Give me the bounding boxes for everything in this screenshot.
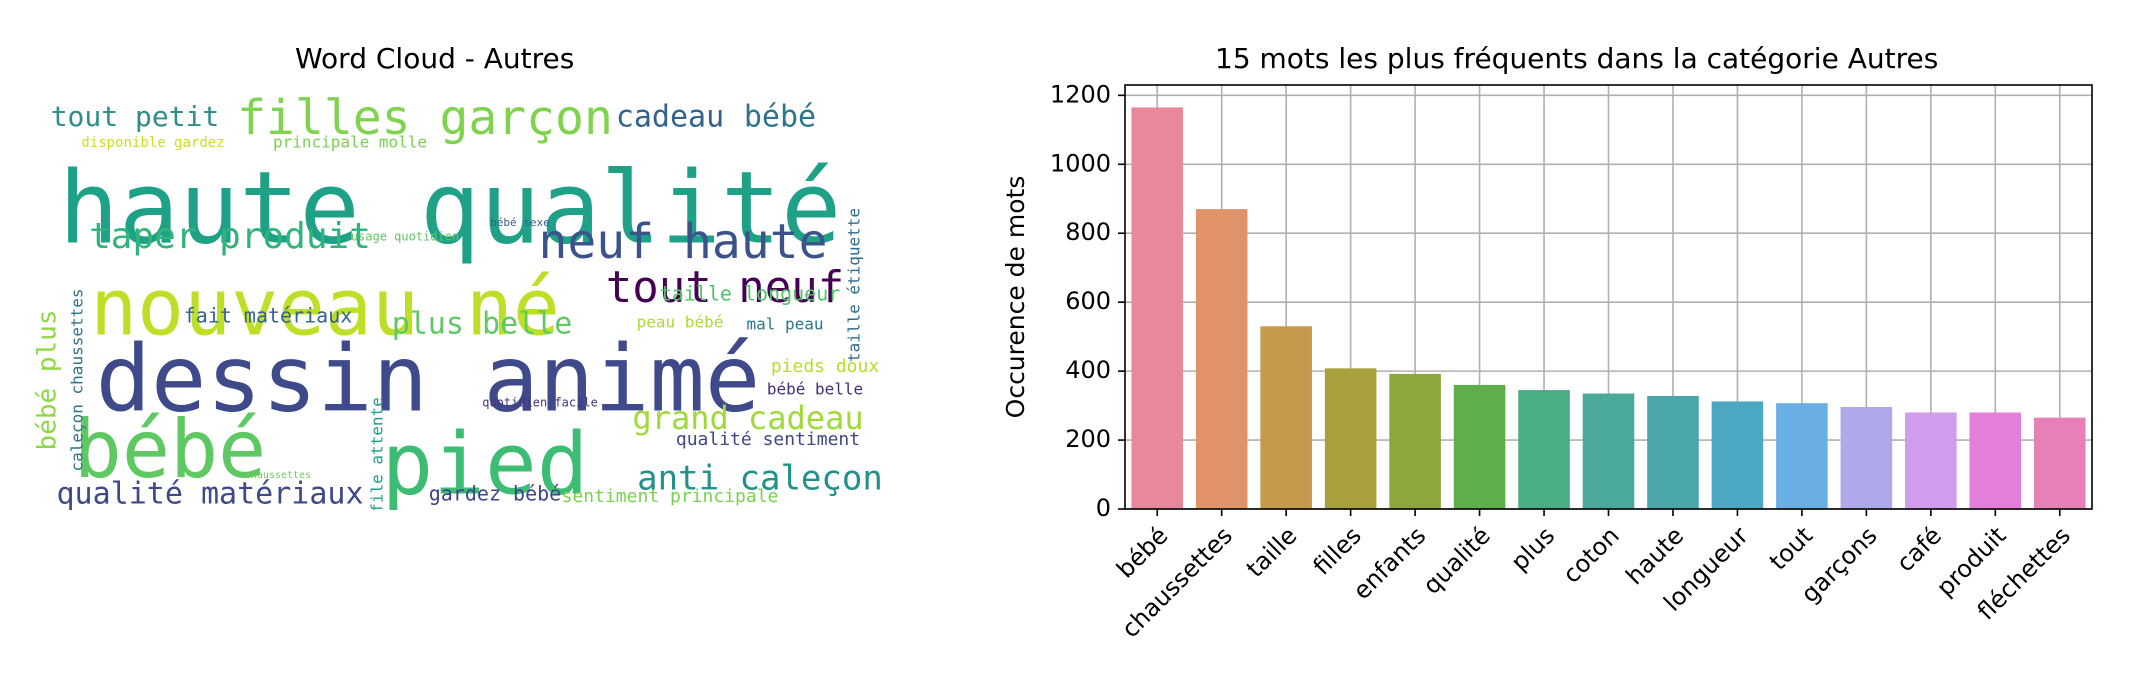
bar-longueur: [1711, 401, 1764, 509]
bar-café: [1905, 412, 1957, 509]
bar-haute: [1647, 395, 1699, 509]
wordcloud-word: caleçon chaussettes: [68, 288, 87, 471]
wordcloud-word: bébé: [744, 100, 816, 135]
bar-chaussettes: [1195, 209, 1248, 509]
wordcloud-word: tout petit: [51, 100, 220, 133]
wordcloud-word: quotidien facile: [482, 396, 598, 410]
wordcloud-word: gardez bébé: [429, 482, 561, 506]
wordcloud-word: taper produit: [89, 216, 371, 257]
wordcloud-word: taille longueur: [660, 282, 841, 306]
wordcloud-word: haute qualité: [59, 149, 842, 266]
wordcloud-word: pieds doux: [771, 356, 880, 377]
x-tick-label: qualité: [1418, 521, 1496, 599]
bar-garçons: [1840, 406, 1893, 509]
y-tick-label: 1200: [1050, 80, 1111, 108]
wordcloud-word: chaussettes: [245, 470, 311, 481]
y-tick-label: 600: [1065, 287, 1111, 315]
bar-qualité: [1453, 384, 1506, 509]
y-tick-label: 800: [1065, 218, 1111, 246]
wordcloud-word: taille étiquette: [845, 208, 864, 362]
bar-bébé: [1131, 107, 1184, 510]
x-tick-label: plus: [1505, 521, 1560, 576]
y-tick-label: 400: [1065, 356, 1111, 384]
x-tick-label: enfants: [1348, 521, 1432, 605]
bar-tout: [1776, 403, 1828, 509]
wordcloud-word: disponible gardez: [81, 135, 224, 151]
wordcloud-word: usage quotidien: [351, 230, 459, 244]
x-tick-label: café: [1891, 521, 1947, 577]
x-tick-label: taille: [1241, 521, 1302, 582]
wordcloud-word: grand cadeau: [632, 399, 863, 437]
wordcloud-word: pied: [381, 414, 588, 510]
wordcloud-word: filles garçon: [237, 90, 613, 146]
bar-plus: [1518, 390, 1570, 509]
wordcloud-word: dessin animé: [96, 325, 761, 432]
wordcloud-word: principale molle: [273, 133, 427, 152]
wordcloud-word: nouveau né: [90, 263, 560, 353]
wordcloud-word: bébé plus: [33, 310, 63, 451]
y-axis-label: Occurence de mots: [1001, 176, 1030, 419]
bar-taille: [1260, 326, 1312, 509]
wordcloud-word: cadeau: [616, 100, 724, 135]
wordcloud-word: bébé: [74, 403, 267, 496]
wordcloud-word: bébé belle: [767, 380, 863, 399]
bar-filles: [1324, 368, 1377, 509]
y-tick-label: 1000: [1050, 149, 1111, 177]
bar-coton: [1582, 393, 1635, 509]
bar-fléchettes: [2033, 417, 2086, 509]
y-tick-label: 200: [1065, 425, 1111, 453]
wordcloud-word: sentiment principale: [562, 486, 779, 507]
bar-produit: [1969, 412, 2022, 509]
y-tick-label: 0: [1096, 494, 1111, 522]
x-tick-label: tout: [1764, 521, 1818, 575]
chart-title: 15 mots les plus fréquents dans la catég…: [1215, 42, 1939, 75]
wordcloud-word: mal peau: [746, 315, 823, 334]
wordcloud-word: bébé sexe: [490, 216, 550, 229]
wordcloud-word: qualité matériaux: [56, 477, 363, 511]
x-tick-label: coton: [1557, 521, 1624, 588]
wordcloud-word: qualité sentiment: [676, 429, 860, 450]
word-cloud: tout petit filles garçon cadeau bébé disponi…: [33, 90, 881, 511]
wordcloud-word: tout neuf: [606, 262, 844, 313]
wordcloud-word: neuf haute: [539, 214, 828, 270]
wordcloud-word: fait matériaux: [184, 304, 353, 328]
wordcloud-word: anti caleçon: [637, 459, 880, 499]
x-tick-label: filles: [1308, 521, 1367, 580]
wordcloud-title: Word Cloud - Autres: [295, 42, 575, 75]
wordcloud-word: file attente: [368, 397, 387, 510]
wordcloud-word: plus belle: [392, 307, 573, 342]
wordcloud-word: peau bébé: [637, 313, 724, 332]
bar-enfants: [1389, 373, 1441, 509]
